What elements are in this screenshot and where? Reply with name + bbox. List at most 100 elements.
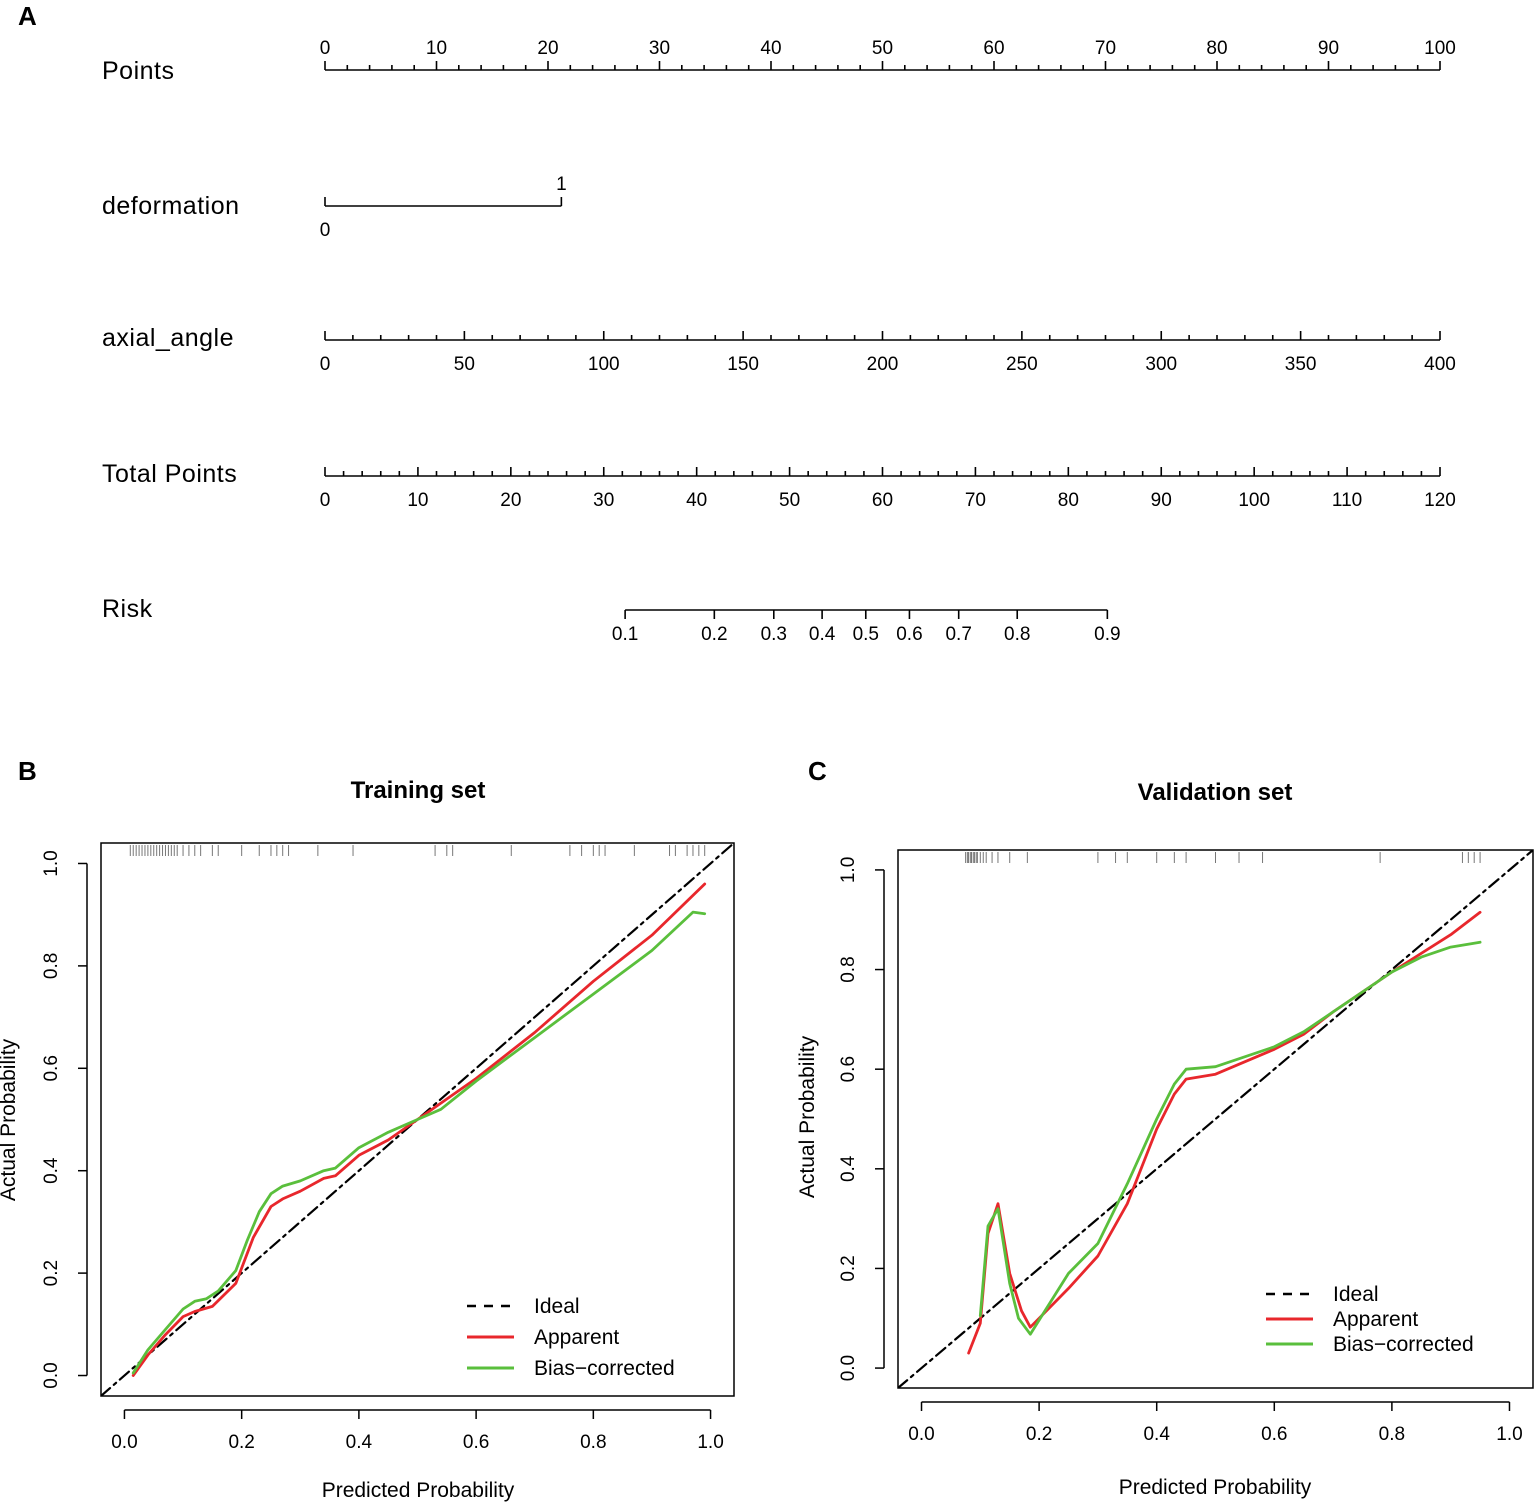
nomogram-tick-label-axial-angle: 350 <box>1285 354 1317 375</box>
legend-label-ideal: Ideal <box>1333 1283 1379 1306</box>
series-line-ideal-validation <box>898 850 1533 1388</box>
y-tick-label-validation: 0.8 <box>838 956 859 982</box>
nomogram-tick-label-risk: 0.7 <box>945 624 971 645</box>
nomogram-tick-label-risk: 0.2 <box>701 624 727 645</box>
nomogram-row-label-total-points: Total Points <box>102 460 237 488</box>
x-tick-label-validation: 0.2 <box>1026 1424 1052 1445</box>
calibration-plot-training: Training set Predicted Probability Actua… <box>0 777 735 1502</box>
nomogram: Points deformation axial_angle Total Poi… <box>102 38 1456 645</box>
nomogram-tick-label-points: 70 <box>1095 38 1116 59</box>
nomogram-tick-label-axial-angle: 300 <box>1145 354 1177 375</box>
nomogram-tick-label-risk: 0.5 <box>853 624 879 645</box>
legend-label-apparent: Apparent <box>534 1326 619 1349</box>
nomogram-tick-label-risk: 0.9 <box>1094 624 1120 645</box>
nomogram-tick-label-points: 100 <box>1424 38 1456 59</box>
nomogram-tick-label-axial-angle: 400 <box>1424 354 1456 375</box>
nomogram-tick-label-points: 30 <box>649 38 670 59</box>
x-axis-label-validation: Predicted Probability <box>1119 1476 1312 1499</box>
nomogram-tick-label-total-points: 0 <box>320 490 331 511</box>
plot-area-validation: 0.0 0.2 0.4 0.6 0.8 1.0 0.0 0.2 0.4 0.6 0.8 1.0 <box>838 849 1534 1445</box>
x-tick-label-training: 0.8 <box>580 1432 606 1453</box>
nomogram-tick-label-total-points: 30 <box>593 490 614 511</box>
nomogram-tick-label-total-points: 100 <box>1238 490 1270 511</box>
nomogram-tick-label-points: 50 <box>872 38 893 59</box>
plot-title-validation: Validation set <box>1138 779 1293 806</box>
nomogram-tick-label-total-points: 90 <box>1151 490 1172 511</box>
nomogram-tick-label-total-points: 50 <box>779 490 800 511</box>
nomogram-tick-label-deformation: 1 <box>556 174 567 195</box>
nomogram-tick-label-risk: 0.8 <box>1004 624 1030 645</box>
nomogram-tick-label-deformation: 0 <box>320 220 331 241</box>
legend-training: Ideal Apparent Bias−corrected <box>467 1295 675 1380</box>
x-tick-label-training: 0.4 <box>346 1432 373 1453</box>
x-tick-label-validation: 0.4 <box>1143 1424 1170 1445</box>
panel-letter-a: A <box>18 1 37 31</box>
y-tick-label-validation: 0.6 <box>838 1056 859 1082</box>
nomogram-tick-label-points: 10 <box>426 38 447 59</box>
panel-letter-c: C <box>808 756 827 786</box>
series-line-apparent-training <box>131 882 707 1377</box>
panel-letter-b: B <box>18 756 37 786</box>
nomogram-tick-label-axial-angle: 250 <box>1006 354 1038 375</box>
x-tick-label-validation: 0.0 <box>908 1424 934 1445</box>
plot-frame-training <box>100 842 735 1397</box>
nomogram-tick-label-total-points: 120 <box>1424 490 1456 511</box>
x-tick-label-validation: 0.8 <box>1379 1424 1405 1445</box>
legend-label-bias-corrected: Bias−corrected <box>534 1357 675 1380</box>
nomogram-tick-label-total-points: 60 <box>872 490 893 511</box>
series-line-bias-corrected-training <box>131 910 707 1375</box>
nomogram-tick-label-total-points: 40 <box>686 490 707 511</box>
x-tick-label-validation: 0.6 <box>1261 1424 1287 1445</box>
y-tick-label-training: 0.2 <box>41 1260 62 1286</box>
y-tick-label-training: 0.8 <box>41 953 62 979</box>
nomogram-row-label-points: Points <box>102 57 174 85</box>
nomogram-row-label-deformation: deformation <box>102 192 240 220</box>
nomogram-tick-label-total-points: 10 <box>407 490 428 511</box>
nomogram-tick-label-axial-angle: 150 <box>727 354 759 375</box>
nomogram-tick-label-risk: 0.4 <box>809 624 836 645</box>
x-tick-label-training: 0.2 <box>228 1432 254 1453</box>
series-group-validation <box>898 850 1533 1388</box>
legend-label-bias-corrected: Bias−corrected <box>1333 1333 1474 1356</box>
nomogram-tick-label-axial-angle: 50 <box>454 354 475 375</box>
x-axis-label-training: Predicted Probability <box>322 1479 515 1502</box>
y-axis-label-training: Actual Probability <box>0 1038 20 1201</box>
nomogram-row-label-risk: Risk <box>102 595 153 623</box>
y-tick-label-training: 0.4 <box>41 1157 62 1184</box>
nomogram-tick-label-points: 60 <box>983 38 1004 59</box>
nomogram-tick-label-total-points: 80 <box>1058 490 1079 511</box>
y-tick-label-validation: 1.0 <box>838 857 859 883</box>
series-line-apparent-validation <box>967 910 1482 1355</box>
nomogram-tick-label-axial-angle: 200 <box>867 354 899 375</box>
nomogram-tick-label-total-points: 20 <box>500 490 521 511</box>
nomogram-tick-label-risk: 0.3 <box>761 624 787 645</box>
calibration-plot-validation: Validation set Predicted Probability Act… <box>796 779 1534 1499</box>
x-tick-label-training: 0.0 <box>111 1432 137 1453</box>
nomogram-tick-label-points: 40 <box>760 38 781 59</box>
nomogram-tick-label-total-points: 70 <box>965 490 986 511</box>
x-tick-label-training: 1.0 <box>697 1432 723 1453</box>
x-tick-label-training: 0.6 <box>463 1432 489 1453</box>
series-line-bias-corrected-validation <box>978 940 1482 1336</box>
nomogram-tick-label-points: 20 <box>537 38 558 59</box>
nomogram-tick-label-total-points: 110 <box>1332 490 1362 511</box>
plot-area-training: 0.0 0.2 0.4 0.6 0.8 1.0 0.0 0.2 0.4 0.6 0.8 1.0 <box>41 842 735 1453</box>
plot-title-training: Training set <box>351 777 486 804</box>
x-tick-label-validation: 1.0 <box>1496 1424 1522 1445</box>
nomogram-tick-label-points: 0 <box>320 38 331 59</box>
y-tick-label-validation: 0.0 <box>838 1355 859 1381</box>
nomogram-tick-label-risk: 0.1 <box>612 624 638 645</box>
y-tick-label-training: 0.0 <box>41 1362 62 1388</box>
y-tick-label-validation: 0.2 <box>838 1255 859 1281</box>
nomogram-tick-label-points: 90 <box>1318 38 1339 59</box>
nomogram-tick-label-axial-angle: 0 <box>320 354 331 375</box>
y-tick-label-training: 0.6 <box>41 1055 62 1081</box>
nomogram-tick-label-axial-angle: 100 <box>588 354 620 375</box>
y-tick-label-training: 1.0 <box>41 850 62 876</box>
y-axis-label-validation: Actual Probability <box>796 1035 819 1198</box>
nomogram-tick-label-points: 80 <box>1206 38 1227 59</box>
nomogram-row-label-axial-angle: axial_angle <box>102 324 234 352</box>
plot-frame-validation <box>897 849 1534 1389</box>
